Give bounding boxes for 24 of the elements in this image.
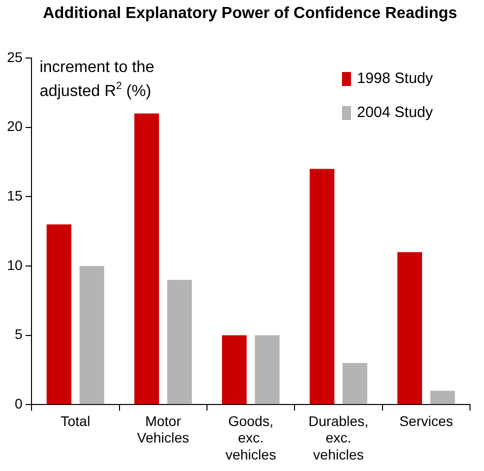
legend-label: 1998 Study — [357, 70, 434, 88]
x-tick-label: Goods, exc. vehicles — [225, 412, 276, 462]
legend-label: 2004 Study — [357, 104, 434, 122]
y-tick-label: 10 — [6, 256, 23, 273]
y-tick-label: 5 — [14, 326, 23, 342]
y-tick-label: 25 — [6, 48, 23, 65]
bar — [80, 266, 104, 404]
bar — [254, 335, 280, 404]
bar — [167, 280, 192, 404]
bar — [310, 168, 334, 404]
x-tick-label: Services — [399, 412, 453, 429]
bar — [222, 335, 247, 404]
x-tick-label: Durables, exc. vehicles — [308, 412, 368, 462]
y-tick-label: 0 — [14, 395, 23, 412]
x-tick-label: Motor Vehicles — [137, 412, 190, 446]
x-tick-label: Total — [60, 412, 90, 429]
bar — [342, 363, 368, 404]
chart-title: Additional Explanatory Power of Confidence Readings — [42, 4, 458, 23]
bar — [46, 224, 72, 404]
y-tick-label: 20 — [6, 118, 23, 134]
bar — [134, 113, 159, 404]
y-tick-label: 15 — [6, 188, 23, 204]
bar — [430, 390, 455, 404]
bar — [397, 252, 422, 404]
